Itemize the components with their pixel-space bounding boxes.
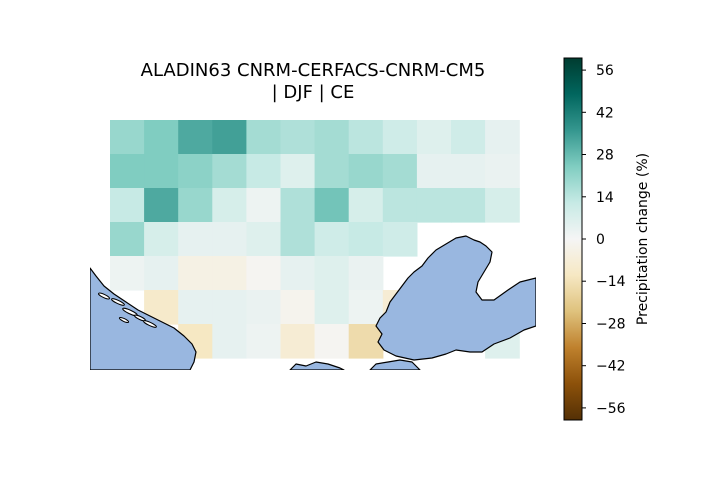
grid-cell [178, 188, 213, 223]
grid-cell [246, 154, 282, 189]
grid-cell [110, 120, 145, 155]
grid-cell [382, 154, 418, 189]
grid-cell [212, 256, 247, 291]
grid-cell [110, 256, 145, 291]
island-shape [98, 292, 110, 300]
grid-cell [416, 120, 452, 155]
island-shape [143, 320, 157, 328]
grid-cell [178, 222, 213, 257]
grid-cell [144, 256, 179, 291]
grid-cell [246, 290, 282, 325]
grid-cell [280, 154, 316, 189]
grid-cell [246, 222, 282, 257]
colorbar-tick-label: −56 [596, 401, 626, 417]
grid-cell [314, 154, 350, 189]
grid-cell [382, 188, 418, 223]
colorbar-tick-label: 56 [596, 63, 614, 79]
grid-cell [348, 154, 384, 189]
grid-cell [314, 188, 350, 223]
grid-cell [416, 154, 452, 189]
grid-cell [314, 256, 350, 291]
grid-cell [178, 290, 213, 325]
island-shape [118, 317, 130, 323]
black-sea-shape [375, 235, 536, 361]
colorbar-tick-label: −42 [596, 359, 626, 375]
aegean-sea-shape [289, 361, 345, 370]
grid-cell [144, 222, 179, 257]
grid-cell [280, 120, 316, 155]
grid-cell [212, 188, 247, 223]
grid-cell [280, 188, 316, 223]
grid-cell [178, 120, 213, 155]
colorbar-tick-label: 0 [596, 232, 605, 248]
colorbar-label: Precipitation change (%) [635, 152, 651, 326]
grid-cell [314, 222, 350, 257]
grid-cell [485, 120, 520, 155]
figure-title-line-1: ALADIN63 CNRM-CERFACS-CNRM-CM5 [140, 60, 486, 81]
grid-cell [348, 222, 384, 257]
grid-cell [144, 154, 179, 189]
grid-cell [314, 120, 350, 155]
grid-cell [246, 256, 282, 291]
grid-cell [144, 120, 179, 155]
grid-cell [280, 324, 316, 359]
grid-cell [144, 188, 179, 223]
grid-cell [451, 188, 486, 223]
grid-cell [178, 256, 213, 291]
grid-cell [110, 188, 145, 223]
grid-cell [416, 188, 452, 223]
grid-cell [246, 188, 282, 223]
precipitation-grid [110, 120, 520, 359]
grid-cell [110, 222, 145, 257]
grid-cell [212, 290, 247, 325]
marmara-sea-shape [369, 359, 421, 370]
colorbar-tick-label: 14 [596, 190, 614, 206]
colorbar-tick-label: 42 [596, 105, 614, 121]
grid-cell [451, 120, 486, 155]
colorbar-ticks: −56 −42 −28 −14 0 14 28 42 56 [582, 63, 626, 417]
colorbar-tick-label: 28 [596, 148, 614, 164]
island-shape [111, 298, 125, 306]
colorbar-tick-label: −14 [596, 274, 626, 290]
figure-title-line-2: | DJF | CE [271, 82, 355, 103]
grid-cell [280, 256, 316, 291]
grid-cell [314, 290, 350, 325]
grid-cell [348, 256, 384, 291]
sea-areas [90, 235, 536, 370]
grid-cell [178, 154, 213, 189]
grid-cell [246, 120, 282, 155]
colorbar: −56 −42 −28 −14 0 14 28 42 56 [563, 57, 626, 421]
grid-cell [485, 154, 520, 189]
colorbar-tick-label: −28 [596, 317, 626, 333]
grid-cell [212, 120, 247, 155]
grid-cell [212, 222, 247, 257]
grid-cell [280, 222, 316, 257]
grid-cell [348, 324, 384, 359]
grid-cell [348, 290, 384, 325]
grid-cell [348, 120, 384, 155]
grid-cell [212, 154, 247, 189]
grid-cell [280, 290, 316, 325]
grid-cell [314, 324, 350, 359]
grid-cell [382, 120, 418, 155]
grid-cell [451, 154, 486, 189]
grid-cell [212, 324, 247, 359]
colorbar-gradient [563, 57, 583, 421]
grid-cell [110, 154, 145, 189]
grid-cell [485, 188, 520, 223]
grid-cell [382, 222, 418, 257]
grid-cell [348, 188, 384, 223]
grid-cell [246, 324, 282, 359]
